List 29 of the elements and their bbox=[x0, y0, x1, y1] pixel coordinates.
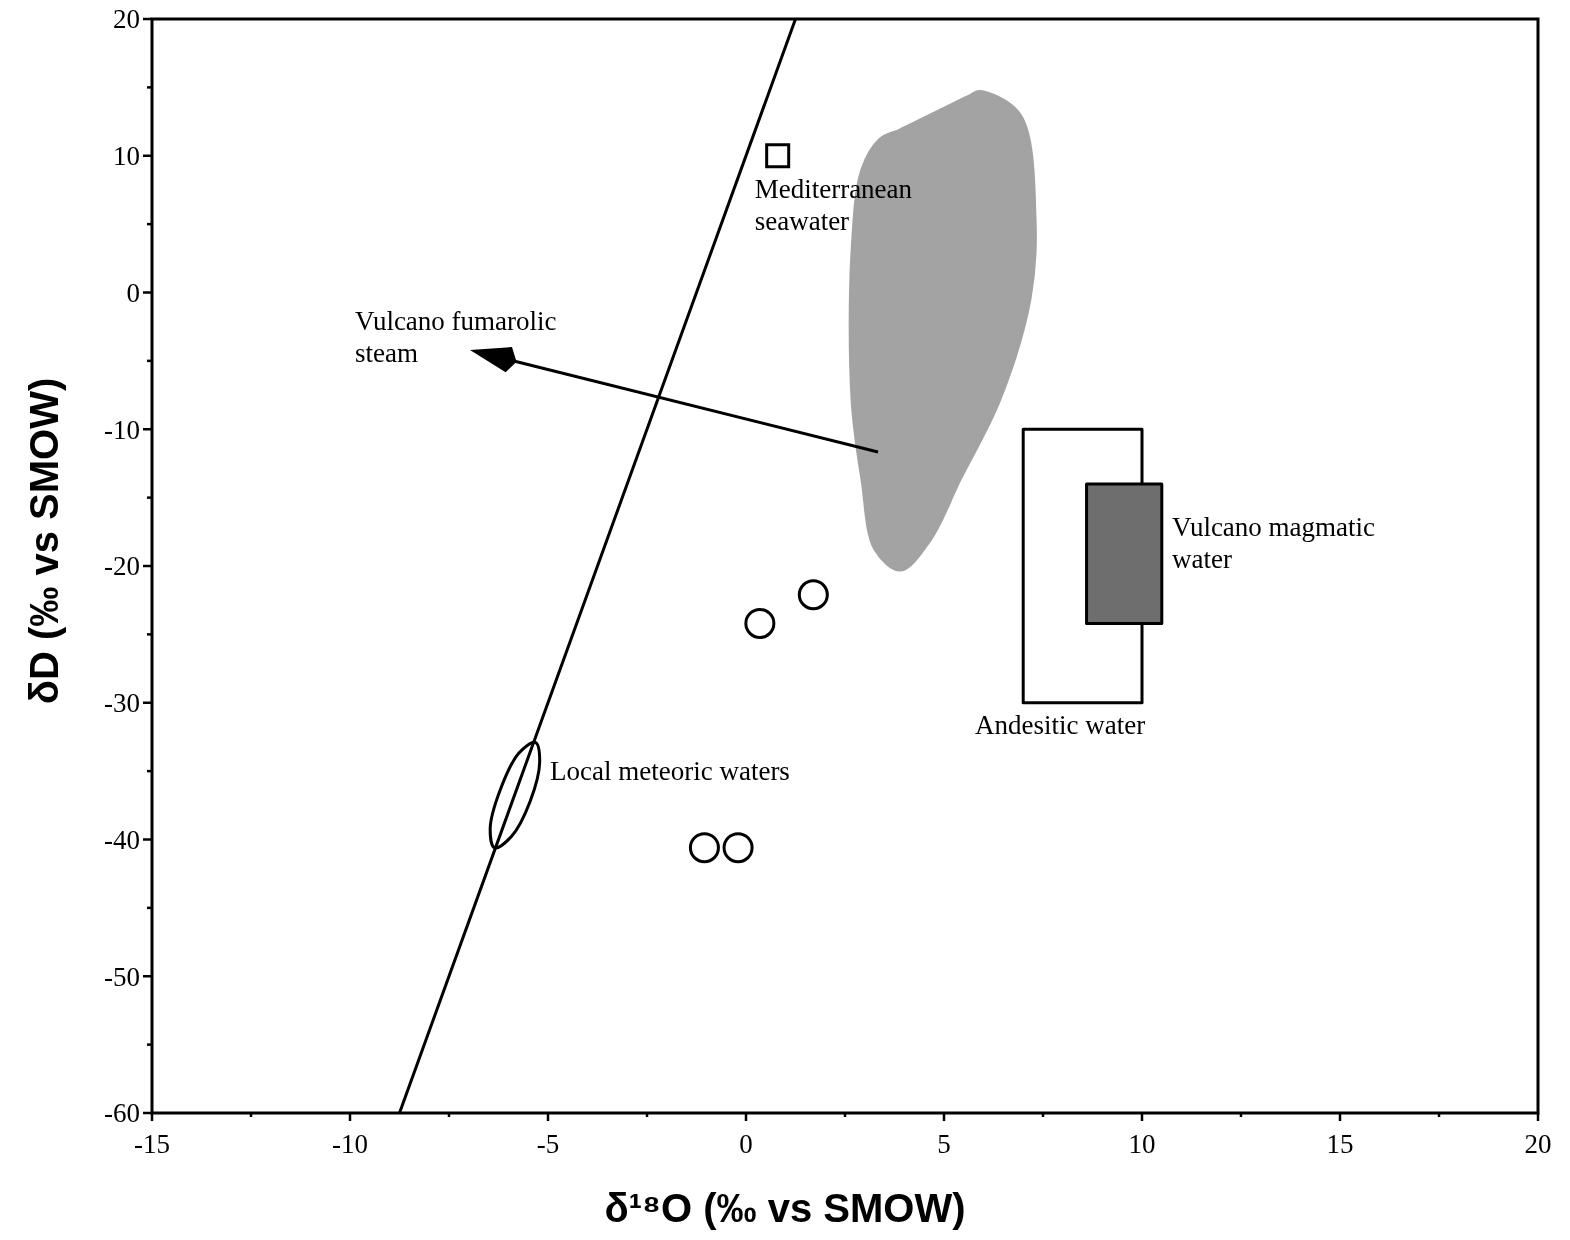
x-tick-label: 15 bbox=[1326, 1129, 1354, 1159]
x-tick-label: 20 bbox=[1524, 1129, 1552, 1159]
y-tick-label: -60 bbox=[104, 1098, 140, 1129]
point bbox=[797, 579, 829, 611]
x-tick-label: 10 bbox=[1128, 1129, 1156, 1159]
point bbox=[765, 143, 791, 169]
annotation: Mediterranean seawater bbox=[754, 173, 913, 236]
y-tick-label: 0 bbox=[126, 277, 140, 308]
y-tick-label: 10 bbox=[113, 141, 140, 172]
annotation: Local meteoric waters bbox=[550, 756, 790, 786]
x-tick-label: -15 bbox=[134, 1129, 170, 1159]
annotation: Vulcano magmatic water bbox=[1172, 512, 1376, 574]
x-tick-label: -10 bbox=[332, 1129, 368, 1159]
y-axis-title: δD (‰ vs SMOW) bbox=[22, 377, 66, 705]
annotation: Vulcano fumarolic steam bbox=[355, 306, 557, 368]
annotation: Andesitic water bbox=[975, 710, 1146, 740]
y-tick-label: -20 bbox=[104, 551, 140, 582]
x-axis-title: δ¹⁸O (‰ vs SMOW) bbox=[604, 1186, 966, 1230]
y-tick-label: -40 bbox=[104, 824, 140, 855]
y-tick-label: 20 bbox=[113, 4, 140, 35]
x-tick-label: -5 bbox=[536, 1129, 560, 1159]
x-tick-label: 0 bbox=[739, 1129, 753, 1159]
x-tick-label: 5 bbox=[937, 1129, 951, 1159]
y-tick-label: -30 bbox=[104, 688, 140, 719]
point bbox=[744, 607, 776, 639]
point bbox=[722, 832, 754, 864]
y-tick-label: -10 bbox=[104, 414, 140, 445]
y-tick-label: -50 bbox=[104, 961, 140, 992]
point bbox=[688, 832, 720, 864]
